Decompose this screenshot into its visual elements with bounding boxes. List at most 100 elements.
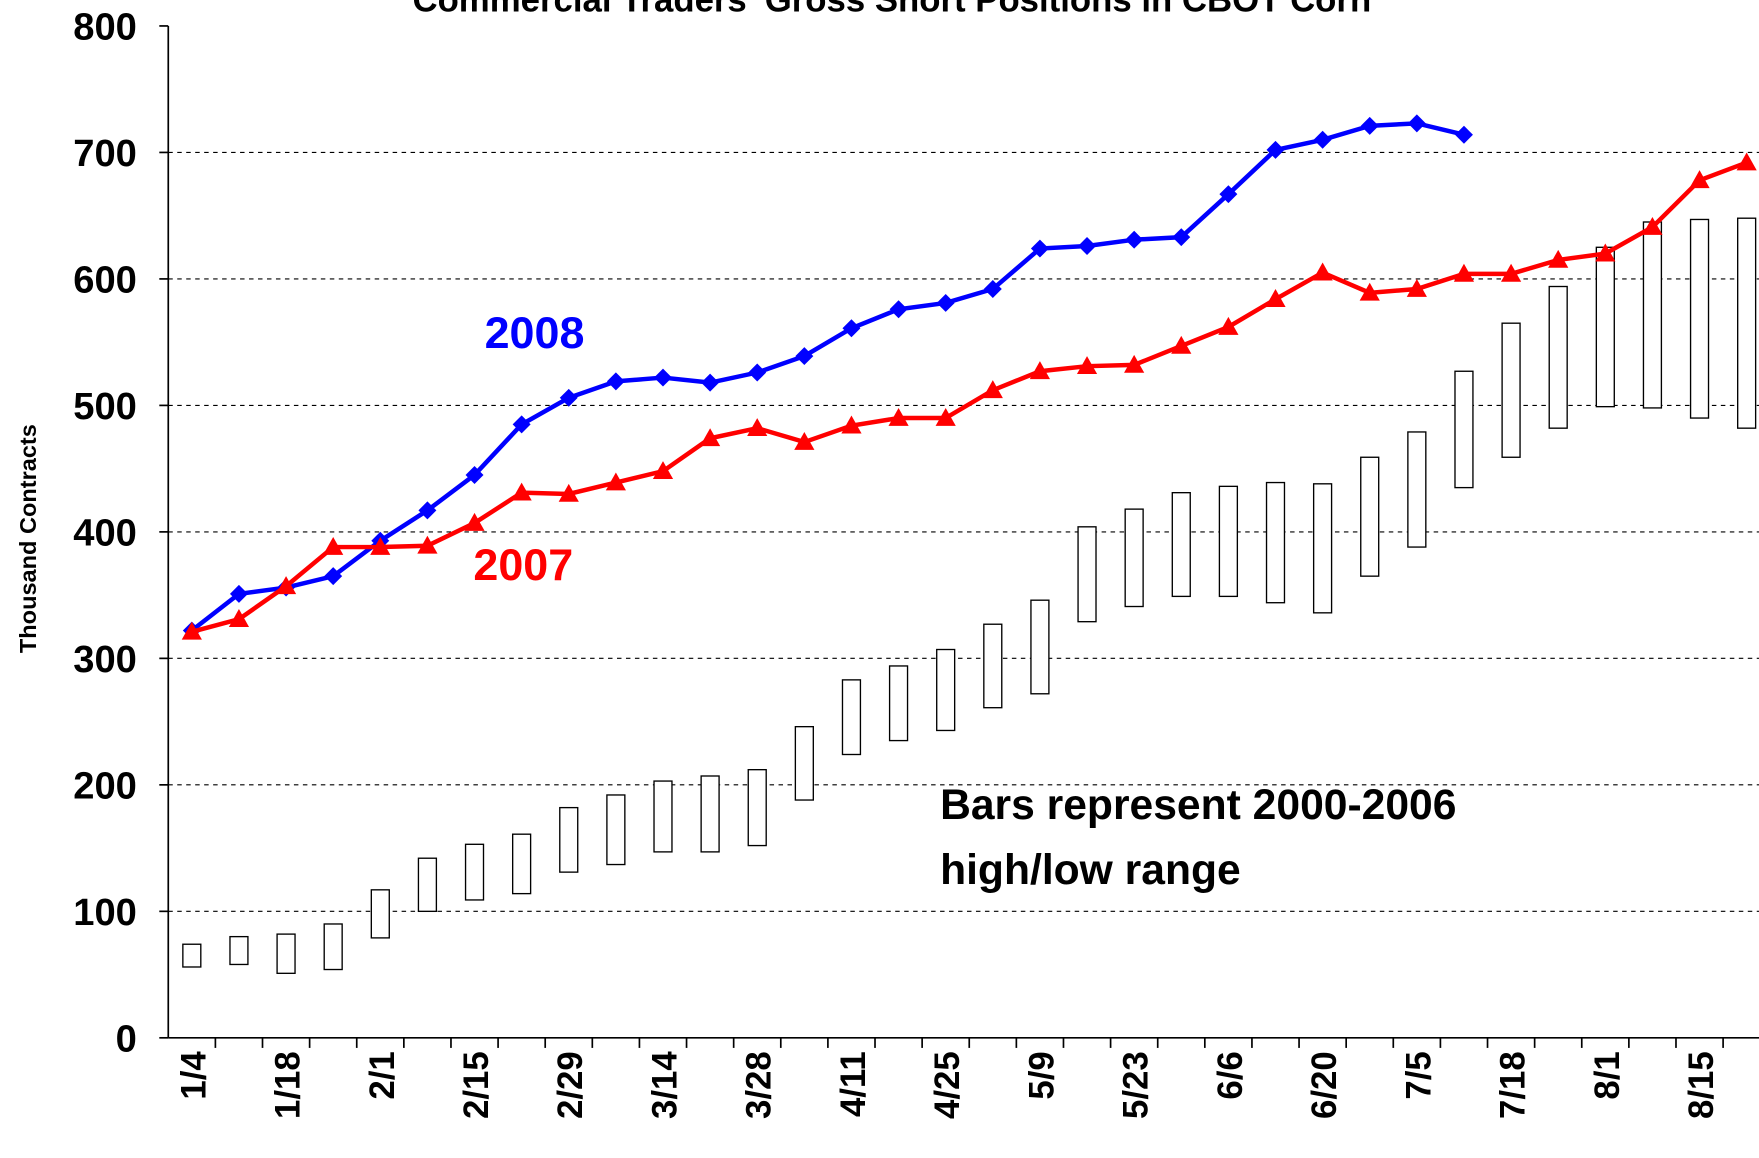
- x-tick-label: 7/18: [1495, 1051, 1533, 1119]
- series-marker: [464, 512, 485, 531]
- series-marker: [1076, 356, 1098, 375]
- range-bar: [1454, 370, 1474, 489]
- range-bar: [511, 833, 532, 895]
- y-tick-label: 500: [73, 385, 137, 428]
- series-marker: [1265, 289, 1286, 308]
- series-marker: [747, 418, 768, 437]
- series-marker: [1642, 216, 1663, 235]
- series-marker: [1312, 262, 1333, 281]
- series-marker: [889, 300, 908, 319]
- range-bar: [464, 843, 485, 901]
- range-bar: [323, 923, 343, 971]
- range-bar: [983, 623, 1003, 709]
- series-marker: [701, 373, 720, 392]
- series-marker: [842, 319, 861, 338]
- y-tick-label: 0: [116, 1017, 137, 1060]
- series-marker: [652, 461, 674, 480]
- series-label: 2008: [485, 307, 585, 358]
- series-marker: [1359, 282, 1380, 301]
- range-bar: [1548, 285, 1568, 429]
- series-marker: [1172, 228, 1191, 247]
- series-marker: [795, 347, 814, 366]
- series-marker: [511, 482, 532, 501]
- x-tick-label: 8/15: [1683, 1051, 1721, 1119]
- series-marker: [323, 536, 344, 555]
- series-marker: [1124, 354, 1145, 373]
- series-label: 2007: [473, 539, 573, 590]
- series-marker: [935, 407, 956, 426]
- x-tick-label: 1/18: [270, 1051, 308, 1119]
- series-marker: [1171, 335, 1192, 354]
- x-tick-label: 1/4: [175, 1051, 213, 1100]
- series-marker: [1407, 114, 1426, 133]
- series-marker: [181, 621, 202, 640]
- range-bar: [182, 943, 202, 968]
- chart-title: Commercial Traders' Gross Short Position…: [412, 0, 1371, 19]
- x-tick-label: 3/28: [741, 1051, 779, 1119]
- y-tick-label: 400: [73, 511, 137, 554]
- range-bar: [606, 794, 626, 866]
- x-tick-label: 8/1: [1589, 1051, 1627, 1099]
- range-bar: [417, 857, 438, 913]
- x-tick-label: 7/5: [1400, 1051, 1438, 1099]
- range-bar: [653, 780, 673, 853]
- range-bar: [276, 933, 296, 974]
- series-marker: [1500, 263, 1522, 282]
- annotation: high/low range: [940, 846, 1241, 894]
- x-tick-label: 2/29: [552, 1051, 590, 1119]
- series-marker: [1736, 152, 1757, 171]
- series-marker: [700, 428, 721, 447]
- range-bar: [1171, 492, 1191, 598]
- range-bar: [1737, 217, 1757, 429]
- series-marker: [888, 407, 909, 426]
- series-marker: [228, 609, 250, 628]
- range-bar: [1360, 456, 1380, 577]
- range-bar: [1312, 483, 1333, 614]
- x-tick-label: 6/6: [1212, 1051, 1250, 1099]
- x-tick-label: 3/14: [646, 1051, 684, 1119]
- series-marker: [1360, 116, 1379, 135]
- y-tick-label: 600: [73, 258, 137, 301]
- x-tick-label: 6/20: [1306, 1051, 1344, 1119]
- y-tick-label: 100: [73, 891, 137, 934]
- y-axis-label: Thousand Contracts: [15, 424, 41, 653]
- series-marker: [1218, 316, 1239, 335]
- range-bar: [747, 769, 767, 847]
- range-bar: [1218, 485, 1239, 598]
- series-marker: [1548, 249, 1569, 268]
- series-marker: [841, 415, 862, 434]
- series-marker: [936, 293, 955, 312]
- x-tick-label: 4/11: [835, 1051, 873, 1117]
- series-marker: [275, 576, 297, 595]
- range-bar: [888, 665, 909, 742]
- range-bar: [1642, 221, 1663, 409]
- series-marker: [606, 372, 625, 391]
- range-bar: [700, 775, 720, 853]
- series-marker: [1078, 237, 1097, 256]
- series-line: [191, 160, 1748, 634]
- series-marker: [1029, 361, 1051, 380]
- series-marker: [748, 363, 767, 382]
- range-bar: [936, 648, 956, 732]
- series-marker: [605, 472, 626, 491]
- y-tick-label: 700: [73, 132, 137, 175]
- series-marker: [559, 388, 578, 407]
- annotation: Bars represent 2000-2006: [940, 781, 1456, 829]
- y-tick-label: 800: [73, 5, 137, 48]
- range-bar: [1689, 218, 1710, 419]
- range-bar: [1077, 526, 1097, 623]
- series-marker: [1689, 170, 1710, 189]
- series-marker: [512, 415, 531, 434]
- series-marker: [324, 567, 343, 586]
- x-tick-label: 2/1: [364, 1051, 402, 1099]
- range-bar: [1265, 481, 1286, 604]
- range-bar: [229, 935, 249, 966]
- series-marker: [465, 465, 484, 484]
- series-line: [190, 121, 1465, 633]
- x-tick-label: 5/9: [1023, 1051, 1061, 1099]
- x-tick-label: 4/25: [929, 1051, 967, 1119]
- y-tick-label: 300: [73, 638, 137, 681]
- series-marker: [1595, 243, 1616, 262]
- range-bar: [1407, 431, 1427, 548]
- range-bar: [794, 725, 814, 801]
